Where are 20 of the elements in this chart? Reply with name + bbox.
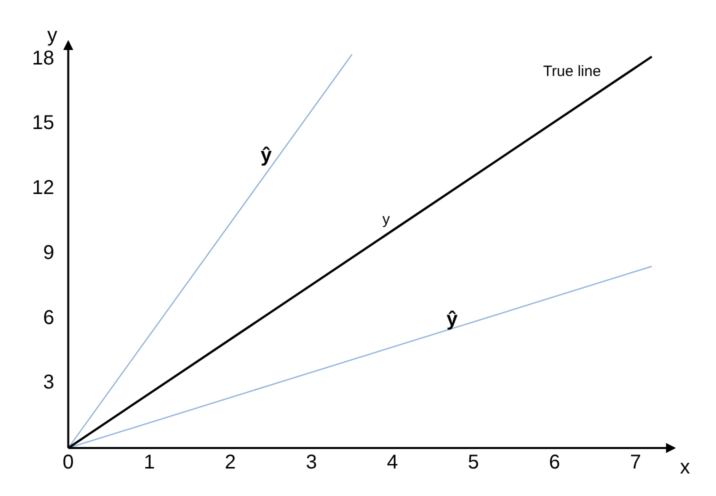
annotation: True line — [543, 63, 601, 80]
x-tick-label: 4 — [386, 452, 398, 474]
y-tick-label: 9 — [43, 242, 54, 264]
x-tick-label: 3 — [306, 452, 317, 474]
x-tick-label: 2 — [224, 452, 236, 474]
x-tick-label: 5 — [468, 452, 480, 474]
x-tick-label: 6 — [548, 452, 560, 474]
y-tick-label: 12 — [32, 177, 54, 200]
annotation: ŷ — [260, 144, 273, 167]
y-tick-label: 3 — [43, 372, 54, 394]
y-tick-label: 6 — [43, 306, 54, 329]
x-tick-label: 0 — [62, 452, 74, 474]
annotation: y — [382, 211, 390, 228]
y-tick-label: 15 — [32, 112, 54, 134]
x-axis-title: x — [680, 456, 690, 479]
x-tick-label: 1 — [144, 452, 155, 474]
y-tick-label: 18 — [32, 47, 54, 70]
annotation: ŷ — [446, 308, 459, 331]
x-tick-label: 7 — [630, 452, 642, 474]
y-axis-title: y — [47, 24, 58, 47]
